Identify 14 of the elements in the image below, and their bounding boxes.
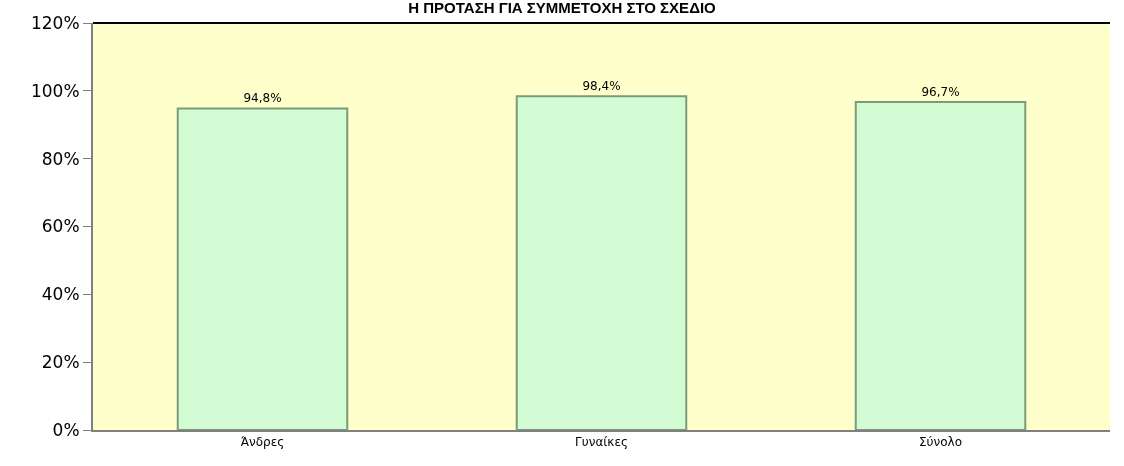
y-tick-label: 20% bbox=[41, 352, 80, 373]
chart-title: Η ΠΡΟΤΑΣΗ ΓΙΑ ΣΥΜΜΕΤΟΧΗ ΣΤΟ ΣΧΕΔΙΟ bbox=[408, 0, 717, 16]
y-tick-label: 100% bbox=[30, 80, 80, 101]
y-tick-label: 80% bbox=[41, 148, 80, 169]
data-label: 96,7% bbox=[921, 85, 960, 100]
y-tick-label: 120% bbox=[30, 12, 80, 33]
data-label: 94,8% bbox=[243, 91, 282, 106]
y-tick-label: 60% bbox=[41, 216, 80, 237]
y-tick-label: 0% bbox=[52, 419, 80, 440]
data-label: 98,4% bbox=[582, 79, 621, 94]
y-tick-label: 40% bbox=[41, 284, 80, 305]
x-tick-label: Γυναίκες bbox=[575, 435, 628, 450]
x-tick-label: Σύνολο bbox=[918, 435, 963, 450]
x-tick-label: Άνδρες bbox=[240, 435, 285, 450]
